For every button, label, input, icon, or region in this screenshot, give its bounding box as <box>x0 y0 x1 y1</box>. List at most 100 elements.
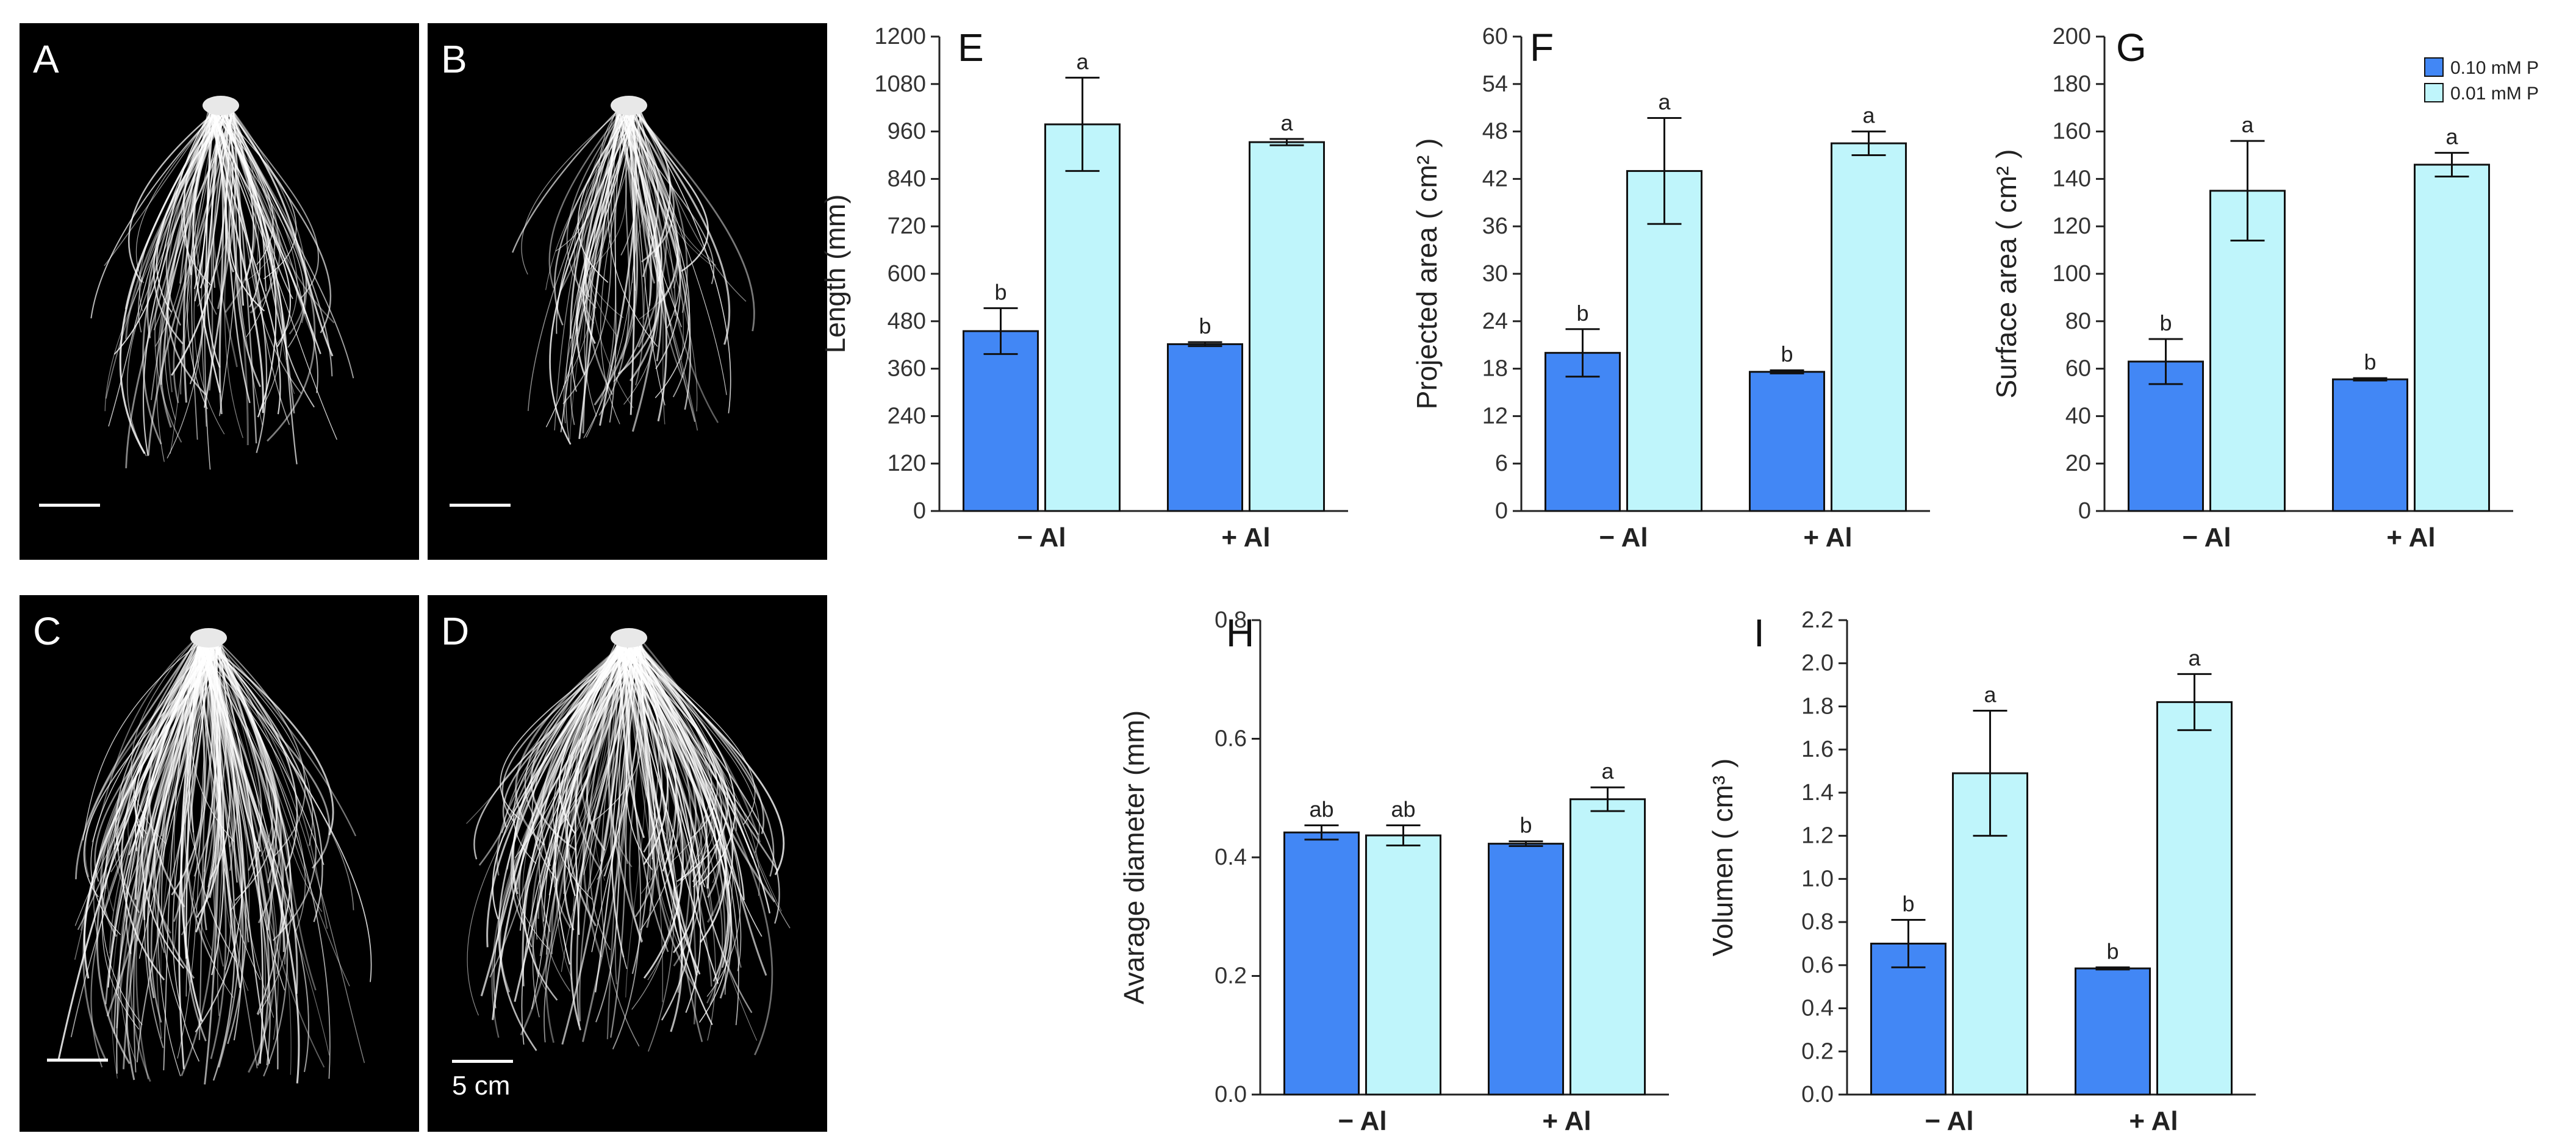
root-strand <box>633 639 765 834</box>
root-strand <box>634 108 698 412</box>
root-strand <box>172 646 212 1062</box>
legend-label: 0.10 mM P <box>2450 58 2539 78</box>
y-tick-label: 0.2 <box>1801 1038 1834 1064</box>
root-strand <box>165 114 231 326</box>
root-crown <box>611 96 647 115</box>
legend-swatch <box>2424 57 2444 77</box>
panel-label: C <box>33 609 62 653</box>
root-strand <box>229 116 298 346</box>
significance-letter: a <box>1280 110 1293 135</box>
significance-letter: b <box>994 279 1006 304</box>
root-strand <box>74 643 207 960</box>
root-strand <box>210 647 313 846</box>
y-tick-label: 2.2 <box>1801 607 1834 633</box>
root-strand <box>630 643 676 932</box>
y-tick-label: 120 <box>888 451 926 476</box>
y-tick-label: 960 <box>888 119 926 145</box>
root-strand <box>201 648 243 1068</box>
root-strand <box>620 648 669 952</box>
bar <box>1283 831 1360 1096</box>
y-tick-label: 200 <box>2053 24 2091 49</box>
root-strand <box>531 638 625 1009</box>
significance-letter: ab <box>1309 796 1333 821</box>
scale-bar <box>39 504 100 507</box>
root-strand <box>126 109 222 457</box>
root-strand <box>206 109 221 368</box>
bar <box>2209 190 2286 512</box>
root-strand <box>232 115 334 357</box>
root-strand <box>202 646 274 1018</box>
y-tick-label: 0 <box>913 498 926 524</box>
root-strand <box>554 641 628 965</box>
root-strand <box>217 114 262 387</box>
root-strand <box>634 109 683 378</box>
y-tick-label: 100 <box>2053 261 2091 287</box>
y-tick-label: 42 <box>1482 166 1508 191</box>
panel-label: D <box>441 609 470 653</box>
root-strand <box>625 648 759 835</box>
root-crown <box>190 628 227 648</box>
root-photo-c: C <box>20 595 419 1132</box>
root-strand <box>614 642 631 985</box>
root-strand <box>218 640 365 1063</box>
root-strand <box>135 638 213 1080</box>
root-strand <box>632 112 684 360</box>
y-tick-label: 480 <box>888 309 926 334</box>
root-strand <box>609 115 626 423</box>
y-tick-label: 840 <box>888 166 926 191</box>
panel-title: H <box>1226 611 1254 655</box>
root-strand <box>625 637 647 998</box>
y-tick-label: 1.4 <box>1801 780 1834 806</box>
root-strand <box>128 647 201 856</box>
root-strand <box>204 637 242 988</box>
y-axis-label: Length (mm) <box>819 195 851 354</box>
y-tick-label: 360 <box>888 356 926 382</box>
root-strand <box>199 640 236 1081</box>
root-strand <box>173 640 203 886</box>
root-strand <box>216 641 357 837</box>
root-strand <box>138 116 212 333</box>
root-strand <box>230 107 320 299</box>
root-strand <box>210 108 291 348</box>
root-strand <box>142 111 212 445</box>
y-tick-label: 12 <box>1482 403 1508 429</box>
scale-bar <box>452 1060 513 1063</box>
root-strand <box>187 646 214 963</box>
root-strand <box>133 638 199 1073</box>
y-tick-label: 30 <box>1482 261 1508 287</box>
x-category-label: + Al <box>1221 523 1270 552</box>
root-strand <box>608 641 644 942</box>
root-strand <box>548 109 625 289</box>
root-strand <box>634 110 672 258</box>
root-strand <box>632 645 760 854</box>
root-strand <box>489 648 635 978</box>
root-crown <box>611 628 647 648</box>
root-strand <box>212 109 230 288</box>
root-strand <box>637 115 755 332</box>
root-strand <box>570 105 623 339</box>
y-tick-label: 40 <box>2065 403 2091 429</box>
x-category-label: − Al <box>1925 1106 1973 1136</box>
y-tick-label: 80 <box>2065 309 2091 334</box>
bar <box>1488 843 1564 1096</box>
root-strand <box>96 640 205 1065</box>
root-strand <box>206 638 323 923</box>
root-strand <box>224 116 265 312</box>
significance-letter: b <box>1519 813 1532 838</box>
root-strand <box>622 112 714 284</box>
root-strand <box>554 107 618 431</box>
significance-letter: a <box>1862 103 1875 128</box>
scale-bar <box>47 1059 108 1062</box>
root-crown <box>203 96 239 115</box>
legend-swatch <box>2424 83 2444 102</box>
bar <box>1545 352 1621 512</box>
y-tick-label: 0.6 <box>1214 726 1247 752</box>
root-strand <box>82 638 206 841</box>
root-strand <box>551 640 622 954</box>
root-strand <box>612 642 641 1049</box>
root-strand <box>466 639 631 824</box>
root-strand <box>228 108 354 379</box>
root-strand <box>633 638 721 883</box>
root-strand <box>637 112 719 423</box>
root-strand <box>206 645 285 991</box>
